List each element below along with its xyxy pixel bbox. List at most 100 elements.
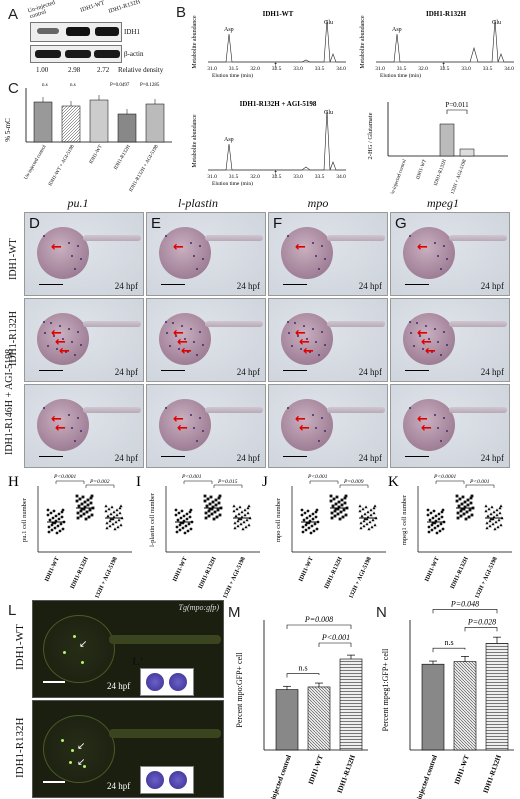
methyl-bar	[33, 101, 53, 143]
panel-label-b: B	[176, 4, 187, 21]
data-point	[246, 511, 250, 515]
chrom-tick: 33.0	[293, 174, 303, 180]
bar-category: IDH1-WT	[453, 754, 471, 786]
data-point	[340, 498, 344, 502]
column-header-lplastin: l-plastin	[177, 196, 218, 210]
dot-pvalue: P<0.0001	[53, 474, 76, 480]
data-point	[466, 503, 470, 507]
data-point	[368, 520, 372, 524]
column-header-mpo: mpo	[307, 196, 329, 210]
data-point	[464, 517, 468, 521]
red-arrow-icon: ←	[173, 326, 184, 341]
data-point	[237, 517, 241, 521]
row-label-wt: IDH1-WT	[8, 238, 19, 280]
bar-category: Un-injected control	[266, 754, 293, 799]
stage-label: 24 hpf	[114, 453, 138, 463]
data-point	[366, 515, 370, 519]
data-point	[243, 513, 247, 517]
data-point	[57, 512, 61, 516]
data-point	[499, 523, 503, 527]
wish-embryo-panel: ← ← ← 24 hpf	[146, 298, 266, 382]
bar-chart-m: Percent mpo:GFP+ cell Un-injected control…	[235, 615, 368, 799]
data-point	[371, 518, 375, 522]
chrom-ylabel: Metabolite abundance	[360, 15, 366, 68]
data-point	[178, 528, 182, 532]
data-point	[51, 516, 55, 520]
data-point	[180, 509, 184, 513]
data-point	[181, 526, 185, 530]
data-point	[237, 512, 241, 516]
data-point	[182, 514, 186, 518]
data-point	[457, 504, 461, 508]
red-arrow-icon: ←	[177, 421, 188, 436]
data-point	[486, 514, 490, 518]
wish-embryo-panel: ← ← 24 hpf	[390, 384, 510, 468]
density-value: 2.98	[68, 66, 81, 74]
column-header-mpeg1: mpeg1	[427, 196, 459, 210]
data-point	[89, 501, 93, 505]
data-point	[60, 515, 64, 519]
red-arrow-icon: ←	[417, 240, 428, 255]
data-point	[104, 509, 108, 513]
data-point	[490, 505, 494, 509]
wish-embryo-panel: ← 24 hpf D	[24, 212, 144, 296]
chrom-tick: 33.5	[483, 66, 493, 72]
data-point	[119, 523, 123, 527]
chrom-trace	[208, 19, 346, 63]
ratio-bar	[439, 123, 455, 157]
methyl-annotation: P=0.1285	[140, 83, 160, 88]
data-point	[488, 519, 492, 523]
methyl-bar	[61, 105, 81, 143]
data-point	[365, 517, 369, 521]
bar	[421, 663, 445, 751]
band-label-idh1: IDH1	[124, 28, 140, 36]
ratio-category: Un-injected control	[390, 158, 408, 194]
data-point	[494, 520, 498, 524]
data-point	[370, 525, 374, 529]
data-point	[343, 496, 347, 500]
wish-embryo-panel: ← 24 hpf E	[146, 212, 266, 296]
data-point	[241, 527, 245, 531]
data-point	[218, 513, 222, 517]
methyl-category: IDH1-R132H	[114, 144, 132, 171]
data-point	[53, 526, 57, 530]
chromatogram-agi: Metabolite abundance IDH1-R132H + AGI-519…	[192, 100, 346, 187]
data-point	[118, 506, 122, 510]
data-point	[495, 508, 499, 512]
data-point	[109, 512, 113, 516]
data-point	[314, 515, 318, 519]
wish-embryo-panel: ← ← 24 hpf	[24, 384, 144, 468]
chrom-tick: 32.5	[272, 174, 282, 180]
data-point	[336, 512, 340, 516]
ratio-bar	[459, 148, 475, 157]
dot-category: IDH1-R132H	[324, 556, 344, 590]
data-point	[496, 525, 500, 529]
data-point	[245, 518, 249, 522]
chrom-ylabel: Metabolite abundance	[192, 114, 198, 167]
data-point	[209, 495, 213, 499]
stage-label: 24 hpf	[358, 453, 382, 463]
peak-label: Asp	[224, 27, 234, 33]
data-point	[240, 510, 244, 514]
dot-ylabel: pu.1 cell number	[21, 497, 28, 542]
data-point	[307, 526, 311, 530]
chrom-tick: 33.5	[315, 66, 325, 72]
data-point	[61, 527, 65, 531]
data-point	[107, 507, 111, 511]
red-arrow-icon: ←	[417, 412, 428, 427]
data-point	[104, 504, 108, 508]
data-point	[470, 513, 474, 517]
data-point	[336, 507, 340, 511]
chromatogram-r132h: Metabolite abundance IDH1-R132H 31.0 31.5 32…	[360, 10, 514, 79]
data-point	[116, 525, 120, 529]
chart-ylabel: Percent mpo:GFP+ cell	[235, 652, 244, 728]
stage-label: 24 hpf	[480, 453, 504, 463]
peak-label: Glu	[492, 20, 501, 26]
data-point	[359, 521, 363, 525]
data-point	[467, 515, 471, 519]
data-point	[329, 494, 333, 498]
data-point	[210, 512, 214, 516]
data-point	[369, 513, 373, 517]
data-point	[183, 531, 187, 535]
